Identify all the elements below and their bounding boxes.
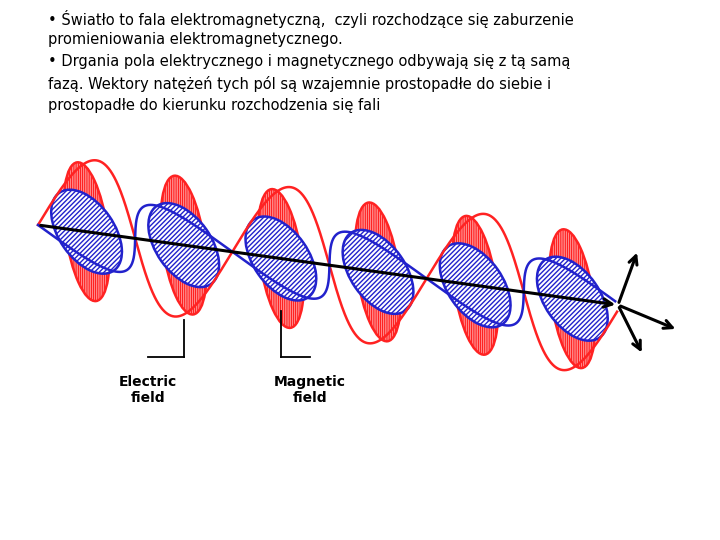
Ellipse shape [258,189,304,328]
Text: Electric
field: Electric field [119,375,177,405]
Text: fazą. Wektory natężeń tych pól są wzajemnie prostopadłe do siebie i: fazą. Wektory natężeń tych pól są wzajem… [48,76,551,92]
Ellipse shape [51,190,122,274]
Ellipse shape [63,163,109,301]
Ellipse shape [161,176,207,314]
Ellipse shape [452,216,498,355]
Text: promieniowania elektromagnetycznego.: promieniowania elektromagnetycznego. [48,32,343,47]
Ellipse shape [343,230,413,314]
Ellipse shape [246,217,316,300]
Text: • Światło to fala elektromagnetyczną,  czyli rozchodzące się zaburzenie: • Światło to fala elektromagnetyczną, cz… [48,10,574,28]
Text: Magnetic
field: Magnetic field [274,375,346,405]
Ellipse shape [355,202,401,341]
Ellipse shape [440,244,510,327]
Text: • Drgania pola elektrycznego i magnetycznego odbywają się z tą samą: • Drgania pola elektrycznego i magnetycz… [48,54,570,69]
Ellipse shape [148,203,219,287]
Text: prostopadłe do kierunku rozchodzenia się fali: prostopadłe do kierunku rozchodzenia się… [48,98,380,113]
Ellipse shape [549,230,595,368]
Ellipse shape [537,256,608,341]
